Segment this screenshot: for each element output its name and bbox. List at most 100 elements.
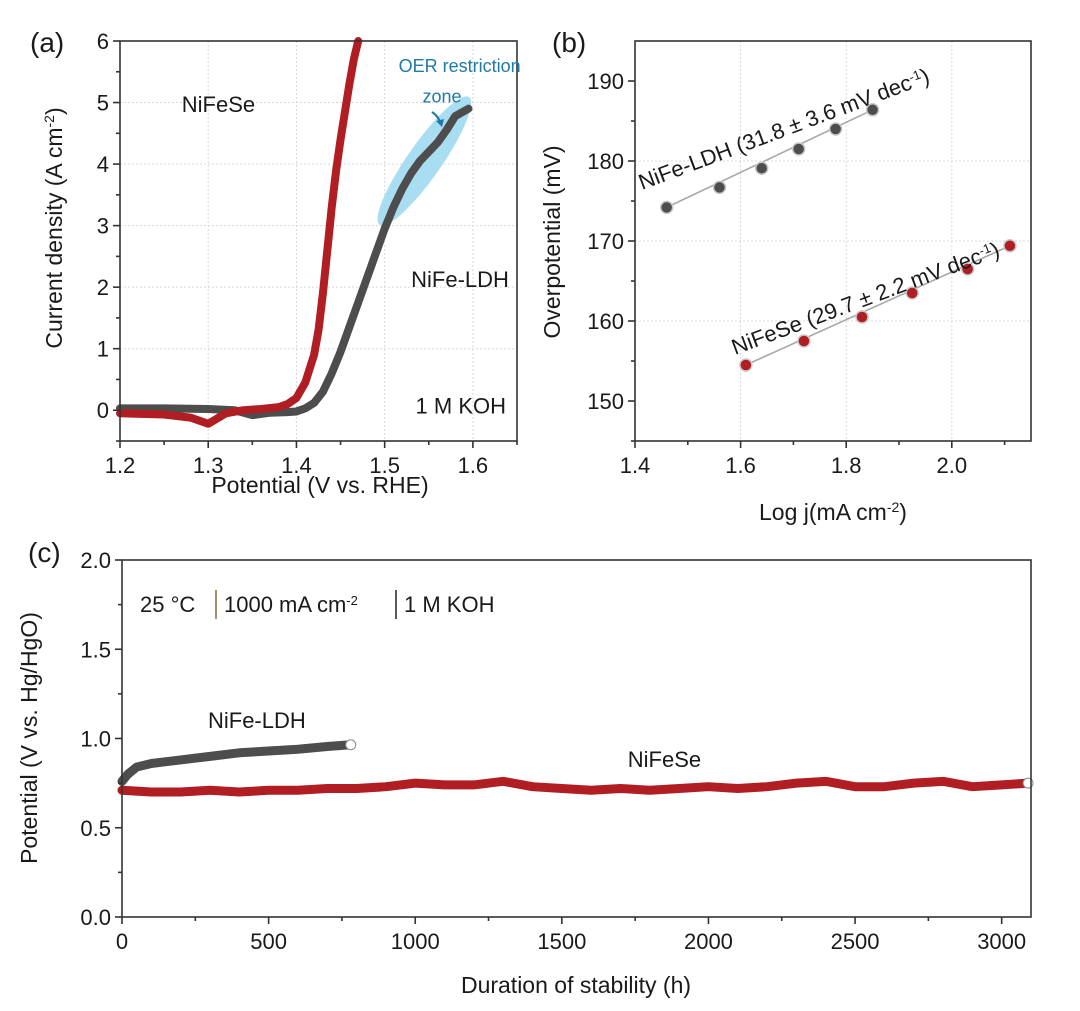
x-tick-label: 1.6 <box>725 453 756 478</box>
panel-c-annotations: NiFe-LDH NiFeSe <box>208 708 701 772</box>
panel-a-y-ticks: 0 1 2 3 4 5 6 <box>97 29 120 442</box>
panel-a-y-axis-title-sup: -2 <box>41 115 57 128</box>
panel-c-x-axis-title: Duration of stability (h) <box>461 972 691 998</box>
panel-b-x-ticks: 1.4 1.6 1.8 2.0 <box>620 441 1006 478</box>
panel-c-y-axis-title: Potential (V vs. Hg/HgO) <box>16 612 42 864</box>
x-tick-label: 3000 <box>977 929 1026 954</box>
series-line-nifese <box>117 776 1033 797</box>
nifese-tafel-label: NiFeSe (29.7 ± 2.2 mV dec-1) <box>728 237 1003 360</box>
condition-current-density: 1000 mA cm-2 <box>224 592 358 617</box>
panel-a-y-axis-title-main: Current density (A cm <box>41 127 67 348</box>
condition-electrolyte: 1 M KOH <box>404 592 494 617</box>
panel-b-label: (b) <box>552 27 586 58</box>
nifese-tafel-label-main: NiFeSe (29.7 ± 2.2 mV dec <box>728 243 985 359</box>
panel-a-y-axis-title-end: ) <box>41 107 67 115</box>
annotation-label: NiFe-LDH <box>411 267 509 292</box>
panel-b-grid <box>635 41 1031 441</box>
x-tick-label: 0 <box>116 929 128 954</box>
y-tick-label: 190 <box>587 69 624 94</box>
y-tick-label: 0.5 <box>80 816 111 841</box>
x-tick-label: 2.0 <box>937 453 968 478</box>
condition-current-density-sup: -2 <box>346 593 358 608</box>
data-point-nife-ldh <box>791 142 806 156</box>
panel-a-frame <box>119 40 518 442</box>
panel-b-x-axis-title-sup: -2 <box>887 499 900 515</box>
y-tick-label: 6 <box>97 29 109 54</box>
panel-a-annotations: NiFeSe NiFe-LDH 1 M KOH OER restriction zone <box>182 56 521 419</box>
data-point-nifese <box>960 262 975 276</box>
series-line-nife-ldh <box>116 104 473 420</box>
panel-b-y-axis-title: Overpotential (mV) <box>539 145 565 338</box>
panel-c-stability: (c) 0 500 1000 1500 2000 2500 3000 0.0 0.5 1.0 1.… <box>16 537 1034 998</box>
panel-c-x-ticks: 0 500 1000 1500 2000 2500 3000 <box>116 917 1026 954</box>
panel-b-tafel: (b) 1.4 1.6 1.8 2.0 150 160 170 180 190 Log j(m… <box>539 27 1032 525</box>
condition-current-density-main: 1000 mA cm <box>224 592 346 617</box>
nifese-tafel-label-sup: -1 <box>977 240 993 258</box>
series-line-nife-ldh <box>117 740 356 786</box>
x-tick-label: 1.2 <box>105 453 136 478</box>
series-end-marker <box>345 739 357 751</box>
x-tick-label: 1.8 <box>831 453 862 478</box>
x-tick-label: 1.5 <box>369 453 400 478</box>
y-tick-label: 2 <box>97 275 109 300</box>
panel-c-y-ticks: 0.0 0.5 1.0 1.5 2.0 <box>80 548 122 930</box>
panel-a-iv-curve: (a) 1.2 1.3 1.4 1.5 1.6 0 1 2 3 4 5 6 Potential (V… <box>30 27 521 498</box>
y-tick-label: 1.0 <box>80 727 111 752</box>
annotation-label: zone <box>422 87 461 107</box>
data-point-nifese <box>739 358 753 372</box>
x-tick-label: 1500 <box>537 929 586 954</box>
y-tick-label: 3 <box>97 214 109 239</box>
x-tick-label: 1.4 <box>620 453 651 478</box>
panel-a-label: (a) <box>30 27 64 58</box>
nife-ldh-tafel-label: NiFe-LDH (31.8 ± 3.6 mV dec-1) <box>635 63 933 194</box>
y-tick-label: 5 <box>97 91 109 116</box>
panel-a-x-ticks: 1.2 1.3 1.4 1.5 1.6 <box>105 441 518 478</box>
data-point-nifese <box>905 286 919 300</box>
x-tick-label: 1.3 <box>193 453 224 478</box>
annotation-label: NiFeSe <box>182 92 255 117</box>
y-tick-label: 2.0 <box>80 548 111 573</box>
y-tick-label: 150 <box>587 389 624 414</box>
annotation-label: OER restriction <box>399 56 521 76</box>
panel-c-series <box>117 739 1034 797</box>
x-tick-label: 2500 <box>831 929 880 954</box>
panel-b-x-axis-title-main: Log j(mA cm <box>759 499 887 525</box>
condition-temperature: 25 °C <box>140 592 195 617</box>
y-tick-label: 1 <box>97 337 109 362</box>
data-point-nifese <box>855 310 869 324</box>
x-tick-label: 2000 <box>684 929 733 954</box>
panel-b-series <box>659 103 1017 372</box>
panel-b-x-axis-title: Log j(mA cm-2) <box>759 499 907 525</box>
panel-a-series <box>116 37 473 428</box>
y-tick-label: 180 <box>587 149 624 174</box>
series-line-nifese <box>116 37 363 428</box>
panel-a-x-axis-title: Potential (V vs. RHE) <box>211 472 428 498</box>
y-tick-label: 4 <box>97 152 109 177</box>
nife-ldh-tafel-label-main: NiFe-LDH (31.8 ± 3.6 mV dec <box>635 70 915 195</box>
panel-a-y-axis-title: Current density (A cm-2) <box>41 107 67 348</box>
annotation-label: NiFeSe <box>628 747 701 772</box>
x-tick-label: 500 <box>250 929 287 954</box>
y-tick-label: 0 <box>97 398 109 423</box>
oer-arrow-icon <box>431 111 444 127</box>
data-point-nifese <box>797 334 811 348</box>
x-tick-label: 1.4 <box>281 453 312 478</box>
data-point-nife-ldh <box>754 161 769 175</box>
data-point-nife-ldh <box>659 200 674 215</box>
y-tick-label: 170 <box>587 229 624 254</box>
panel-a-grid <box>120 41 517 441</box>
nife-ldh-tafel-label-sup: -1 <box>906 66 922 84</box>
panel-b-x-axis-title-end: ) <box>899 499 907 525</box>
data-point-nifese <box>1003 239 1017 253</box>
panel-b-y-ticks: 150 160 170 180 190 <box>587 69 635 442</box>
x-tick-label: 1.6 <box>458 453 489 478</box>
y-tick-label: 1.5 <box>80 637 111 662</box>
y-tick-label: 0.0 <box>80 905 111 930</box>
data-point-nife-ldh <box>865 103 880 117</box>
panel-c-label: (c) <box>28 537 61 568</box>
annotation-label: 1 M KOH <box>416 393 506 418</box>
annotation-label: NiFe-LDH <box>208 708 306 733</box>
data-point-nife-ldh <box>828 122 843 136</box>
test-conditions-label: 25 °C 1000 mA cm-2 1 M KOH <box>140 590 494 619</box>
